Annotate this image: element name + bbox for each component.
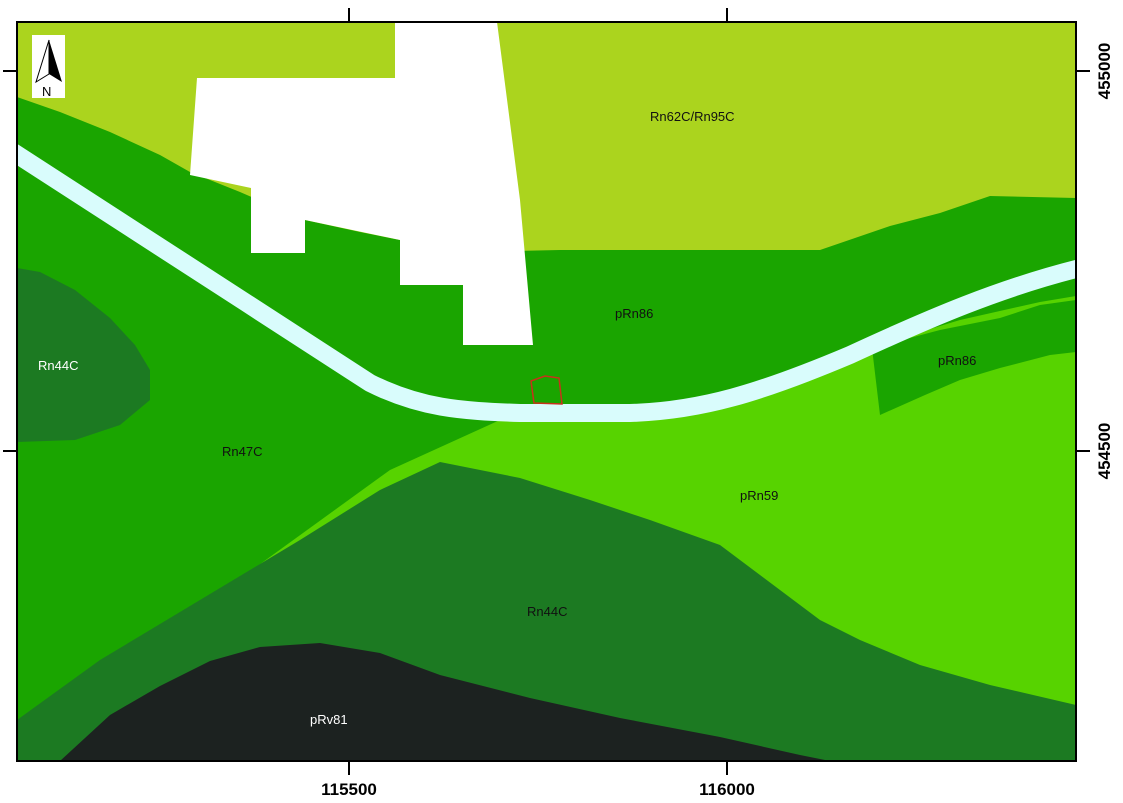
north-label: N [42, 84, 51, 99]
river [17, 143, 1076, 422]
label-prn86-center: pRn86 [615, 306, 653, 321]
map-area: Rn62C/Rn95C pRn86 pRn86 Rn44C Rn47C pRn5… [17, 22, 1076, 761]
zone-prv81 [60, 643, 830, 761]
map-frame [16, 21, 1077, 762]
north-arrow-icon: N [32, 35, 65, 99]
built-up-area [190, 22, 533, 345]
zone-rn44c-west [17, 268, 150, 442]
x-tick-label-116000: 116000 [699, 780, 755, 799]
label-rn44c-south: Rn44C [527, 604, 567, 619]
tick-marks [3, 8, 1090, 775]
x-tick-label-115500: 115500 [321, 780, 377, 799]
parcel-outline [530, 375, 563, 405]
y-tick-label-454500: 454500 [1095, 423, 1114, 480]
label-prv81: pRv81 [310, 712, 348, 727]
label-prn59: pRn59 [740, 488, 778, 503]
label-prn86-east: pRn86 [938, 353, 976, 368]
label-rn44c-west: Rn44C [38, 358, 78, 373]
label-rn47c: Rn47C [222, 444, 262, 459]
label-rn62c: Rn62C/Rn95C [650, 109, 735, 124]
y-tick-label-455000: 455000 [1095, 43, 1114, 100]
zone-prn86-east [872, 300, 1076, 415]
